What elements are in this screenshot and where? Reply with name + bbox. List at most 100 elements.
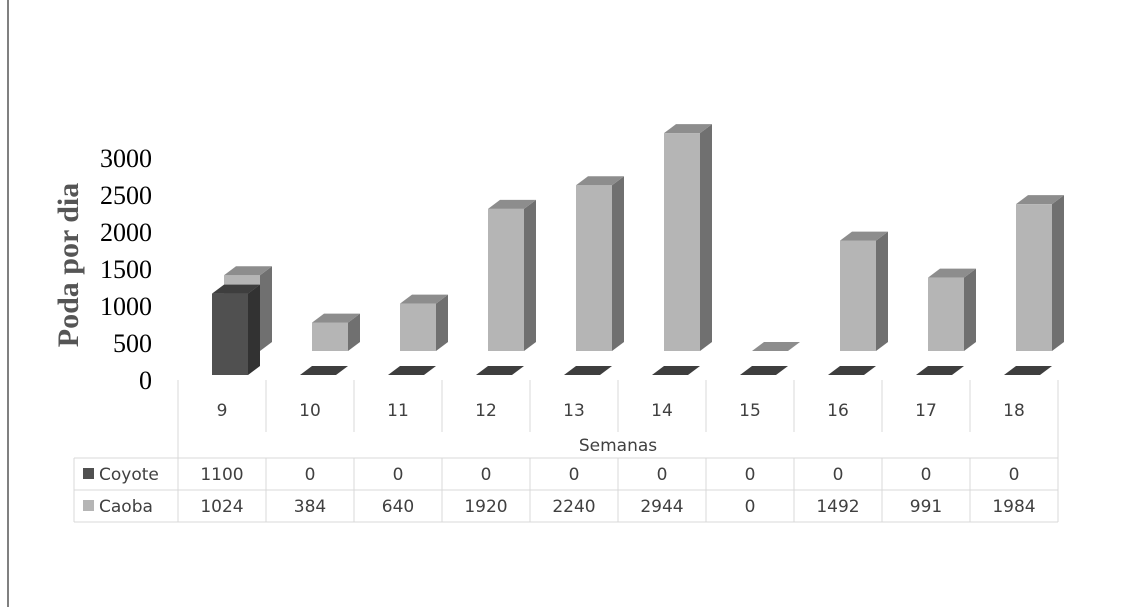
y-tick-label: 0 — [139, 366, 152, 395]
bar-caoba-side — [524, 199, 536, 351]
x-tick-label: 11 — [387, 401, 409, 421]
bar-caoba-side — [876, 231, 888, 351]
data-label: 1984 — [992, 497, 1035, 517]
data-label: 0 — [745, 497, 756, 517]
bar-coyote-top — [300, 366, 348, 375]
bar-coyote-top — [828, 366, 876, 375]
data-label: 0 — [305, 465, 316, 485]
bar-caoba — [488, 199, 536, 351]
data-label: 0 — [921, 465, 932, 485]
bar-caoba — [664, 124, 712, 351]
bar-caoba — [752, 342, 800, 351]
data-label: 0 — [833, 465, 844, 485]
bar-caoba-front — [312, 322, 348, 351]
bar-caoba-top — [928, 268, 976, 278]
bar-coyote-side — [248, 284, 260, 375]
legend-swatch-caoba — [83, 500, 94, 511]
bar-caoba-top — [1016, 195, 1064, 205]
x-tick-label: 15 — [739, 401, 761, 421]
y-tick-label: 1000 — [100, 292, 152, 321]
bars — [212, 124, 1064, 375]
bar-caoba-front — [1016, 204, 1052, 351]
bar-caoba-front — [576, 185, 612, 351]
bar-caoba-top — [576, 176, 624, 186]
bar-caoba — [576, 176, 624, 351]
bar-caoba-side — [1052, 195, 1064, 351]
data-label: 991 — [910, 497, 942, 517]
data-label: 0 — [569, 465, 580, 485]
bar-coyote-front — [212, 293, 248, 375]
x-tick-label: 10 — [299, 401, 321, 421]
y-tick-label: 500 — [113, 329, 152, 358]
data-label: 1024 — [200, 497, 243, 517]
bar-coyote — [828, 366, 876, 375]
data-label: 0 — [657, 465, 668, 485]
bar-caoba-top — [312, 313, 360, 323]
bar-caoba-front — [840, 240, 876, 351]
bar-caoba-front — [928, 277, 964, 351]
bar-coyote-top — [388, 366, 436, 375]
bar-caoba — [312, 313, 360, 351]
bar-coyote-top — [740, 366, 788, 375]
data-label: 384 — [294, 497, 326, 517]
bar-coyote-top — [1004, 366, 1052, 375]
bar-coyote-top — [564, 366, 612, 375]
x-tick-label: 9 — [217, 401, 228, 421]
bar-caoba-side — [436, 294, 448, 351]
y-tick-label: 2500 — [100, 181, 152, 210]
bar-coyote — [476, 366, 524, 375]
data-label: 640 — [382, 497, 414, 517]
bar-coyote — [564, 366, 612, 375]
bar-coyote — [388, 366, 436, 375]
legend-label-coyote: Coyote — [99, 465, 159, 485]
bar-coyote-top — [916, 366, 964, 375]
y-axis: Poda por dia 0 500 1000 1500 2000 2500 3000 — [52, 144, 152, 395]
bar-caoba — [400, 294, 448, 351]
data-label: 2944 — [640, 497, 683, 517]
data-table: 9 10 11 12 13 14 15 16 17 18 Semanas Coyote 1100 0 0 0 0… — [73, 380, 1059, 523]
bar-caoba-side — [964, 268, 976, 351]
bar-caoba — [1016, 195, 1064, 351]
data-label: 0 — [393, 465, 404, 485]
bar-caoba-top — [752, 342, 800, 351]
data-label: 0 — [481, 465, 492, 485]
bar-caoba-top — [400, 294, 448, 304]
bar-coyote — [740, 366, 788, 375]
y-tick-label: 1500 — [100, 255, 152, 284]
data-label: 1920 — [464, 497, 507, 517]
bar-coyote — [212, 284, 260, 375]
bar-caoba-front — [664, 133, 700, 351]
y-tick-label: 2000 — [100, 218, 152, 247]
bar-caoba-front — [400, 303, 436, 351]
bar-caoba — [840, 231, 888, 351]
bar-caoba-top — [840, 231, 888, 241]
y-tick-label: 3000 — [100, 144, 152, 173]
x-tick-label: 16 — [827, 401, 849, 421]
bar-coyote-top — [652, 366, 700, 375]
bar-coyote-top — [476, 366, 524, 375]
bar-caoba-side — [700, 124, 712, 351]
bar-caoba-top — [488, 199, 536, 209]
legend-label-caoba: Caoba — [99, 497, 153, 517]
bar-caoba-side — [348, 313, 360, 351]
bar-caoba-side — [612, 176, 624, 351]
bar-caoba-top — [224, 266, 272, 276]
x-tick-label: 13 — [563, 401, 585, 421]
x-axis-label: Semanas — [579, 436, 657, 456]
data-label: 0 — [745, 465, 756, 485]
y-axis-label: Poda por dia — [52, 183, 85, 348]
bar-coyote — [1004, 366, 1052, 375]
data-label: 1492 — [816, 497, 859, 517]
x-tick-label: 17 — [915, 401, 937, 421]
bar-caoba — [928, 268, 976, 351]
bar-caoba-top — [664, 124, 712, 134]
bar-caoba-front — [488, 208, 524, 351]
bar-coyote-top — [212, 284, 260, 294]
bar-coyote — [916, 366, 964, 375]
bar-coyote — [652, 366, 700, 375]
legend-swatch-coyote — [83, 468, 94, 479]
data-label: 1100 — [200, 465, 243, 485]
data-label: 2240 — [552, 497, 595, 517]
